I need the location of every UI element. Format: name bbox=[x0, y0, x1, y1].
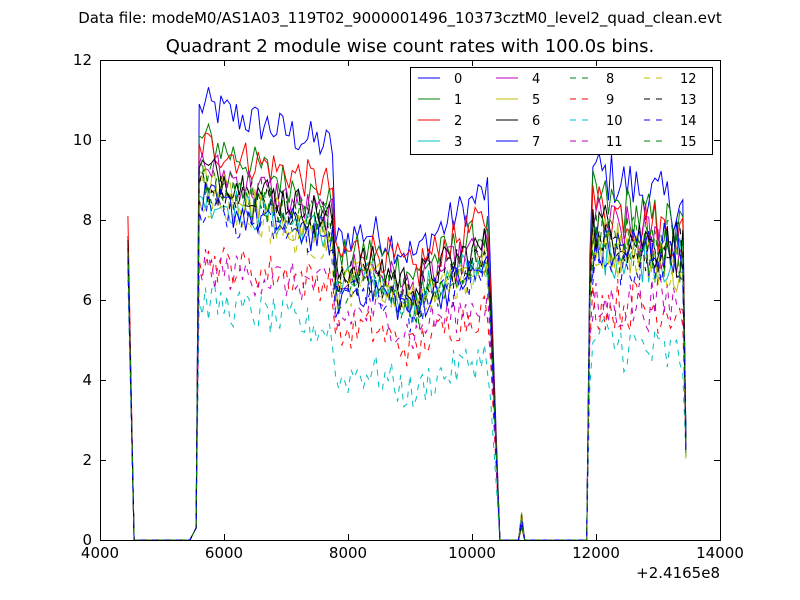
legend-label-14: 14 bbox=[680, 114, 697, 129]
series-line-11 bbox=[127, 249, 687, 541]
y-tick-label: 4 bbox=[82, 371, 92, 389]
legend-label-7: 7 bbox=[532, 135, 540, 150]
legend-label-6: 6 bbox=[532, 114, 540, 129]
chart-title: Quadrant 2 module wise count rates with … bbox=[165, 36, 655, 57]
series-line-9 bbox=[127, 246, 687, 541]
y-tick-label: 12 bbox=[73, 51, 92, 69]
x-tick-label: 10000 bbox=[448, 544, 496, 562]
y-tick-label: 2 bbox=[82, 451, 92, 469]
series-line-13 bbox=[127, 171, 687, 541]
legend-label-5: 5 bbox=[532, 93, 540, 108]
series-line-1 bbox=[127, 122, 687, 541]
x-tick-label: 4000 bbox=[81, 544, 119, 562]
y-tick-label: 10 bbox=[73, 131, 92, 149]
figure-suptitle: Data file: modeM0/AS1A03_119T02_90000014… bbox=[78, 9, 722, 27]
series-line-2 bbox=[127, 132, 687, 541]
series-line-10 bbox=[127, 279, 687, 541]
legend-box bbox=[410, 67, 713, 155]
series-line-8 bbox=[127, 168, 687, 541]
series-line-15 bbox=[127, 159, 687, 541]
legend-label-10: 10 bbox=[606, 114, 623, 129]
x-tick-label: 8000 bbox=[329, 544, 367, 562]
x-tick-label: 12000 bbox=[572, 544, 620, 562]
y-tick-label: 6 bbox=[82, 291, 92, 309]
legend-label-11: 11 bbox=[606, 135, 623, 150]
legend-label-3: 3 bbox=[454, 135, 462, 150]
x-tick-label: 14000 bbox=[696, 544, 744, 562]
legend-label-4: 4 bbox=[532, 72, 540, 87]
legend-label-2: 2 bbox=[454, 114, 462, 129]
series-line-7 bbox=[127, 181, 687, 541]
series-layer bbox=[127, 87, 687, 541]
y-tick-label: 0 bbox=[82, 531, 92, 549]
legend-label-0: 0 bbox=[454, 72, 462, 87]
legend-label-1: 1 bbox=[454, 93, 462, 108]
x-offset-label: +2.4165e8 bbox=[636, 564, 720, 582]
legend-label-12: 12 bbox=[680, 72, 697, 87]
legend-label-13: 13 bbox=[680, 93, 697, 108]
x-tick-label: 6000 bbox=[205, 544, 243, 562]
series-line-3 bbox=[127, 187, 687, 541]
series-line-0 bbox=[127, 87, 687, 541]
legend-label-8: 8 bbox=[606, 72, 614, 87]
series-line-4 bbox=[127, 152, 687, 541]
y-tick-label: 8 bbox=[82, 211, 92, 229]
legend-label-15: 15 bbox=[680, 135, 697, 150]
series-line-12 bbox=[127, 187, 687, 541]
legend-label-9: 9 bbox=[606, 93, 614, 108]
